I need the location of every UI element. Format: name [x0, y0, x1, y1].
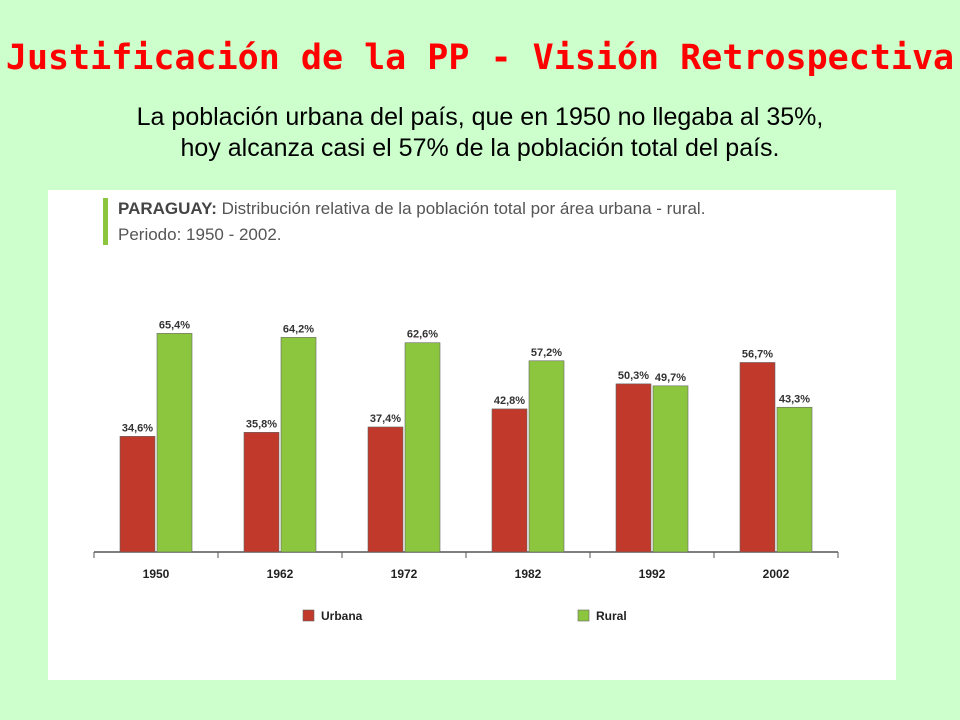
data-label-rural-1982: 57,2% [531, 347, 562, 359]
chart-header-description: Distribución relativa de la población to… [217, 199, 706, 218]
chart-header-line-2: Periodo: 1950 - 2002. [118, 225, 282, 244]
data-label-urbana-1950: 34,6% [122, 422, 153, 434]
data-label-rural-1950: 65,4% [159, 319, 190, 331]
slide-subtitle: La población urbana del país, que en 195… [0, 102, 960, 164]
legend-label-rural: Rural [596, 609, 627, 623]
legend-swatch-urbana [302, 609, 315, 622]
slide-title: Justificación de la PP - Visión Retrospe… [5, 38, 955, 78]
subtitle-line-2: hoy alcanza casi el 57% de la población … [180, 134, 780, 162]
legend-label-urbana: Urbana [321, 609, 363, 623]
bar-rural-1992 [652, 385, 689, 553]
x-tick-label-1950: 1950 [143, 567, 170, 581]
data-label-rural-2002: 43,3% [779, 393, 810, 405]
bar-rural-1972 [404, 342, 441, 553]
chart-legend: Urbana Rural [302, 609, 627, 623]
data-label-rural-1962: 64,2% [283, 323, 314, 335]
data-label-urbana-1972: 37,4% [370, 413, 401, 425]
bar-urbana-1962 [243, 432, 280, 553]
bar-rural-1962 [280, 337, 317, 553]
x-tick-label-1992: 1992 [639, 567, 666, 581]
data-label-urbana-1962: 35,8% [246, 418, 277, 430]
chart-panel: PARAGUAY: Distribución relativa de la po… [48, 190, 896, 680]
data-label-rural-1992: 49,7% [655, 372, 686, 384]
plot-area: 34,6% 65,4% 1950 35,8% 64,2% 1962 37,4% 62,6% 19… [93, 319, 839, 581]
chart-header-line-1: PARAGUAY: Distribución relativa de la po… [118, 199, 705, 218]
data-label-urbana-2002: 56,7% [742, 348, 773, 360]
bar-urbana-1972 [367, 426, 404, 553]
bar-rural-1982 [528, 360, 565, 553]
bar-urbana-1992 [615, 383, 652, 553]
header-accent-bar [103, 198, 108, 245]
x-tick-label-1982: 1982 [515, 567, 542, 581]
bar-rural-1950 [156, 333, 193, 553]
x-tick-label-2002: 2002 [763, 567, 790, 581]
chart-header-country: PARAGUAY: [118, 199, 217, 218]
subtitle-line-1: La población urbana del país, que en 195… [136, 103, 824, 131]
bar-urbana-2002 [739, 362, 776, 553]
legend-swatch-rural [577, 609, 590, 622]
x-tick-label-1972: 1972 [391, 567, 418, 581]
bar-urbana-1950 [119, 436, 156, 553]
data-label-rural-1972: 62,6% [407, 329, 438, 341]
bar-urbana-1982 [491, 408, 528, 553]
data-label-urbana-1992: 50,3% [618, 370, 649, 382]
data-label-urbana-1982: 42,8% [494, 395, 525, 407]
x-tick-label-1962: 1962 [267, 567, 294, 581]
bar-chart: PARAGUAY: Distribución relativa de la po… [93, 198, 839, 623]
bar-rural-2002 [776, 406, 813, 553]
